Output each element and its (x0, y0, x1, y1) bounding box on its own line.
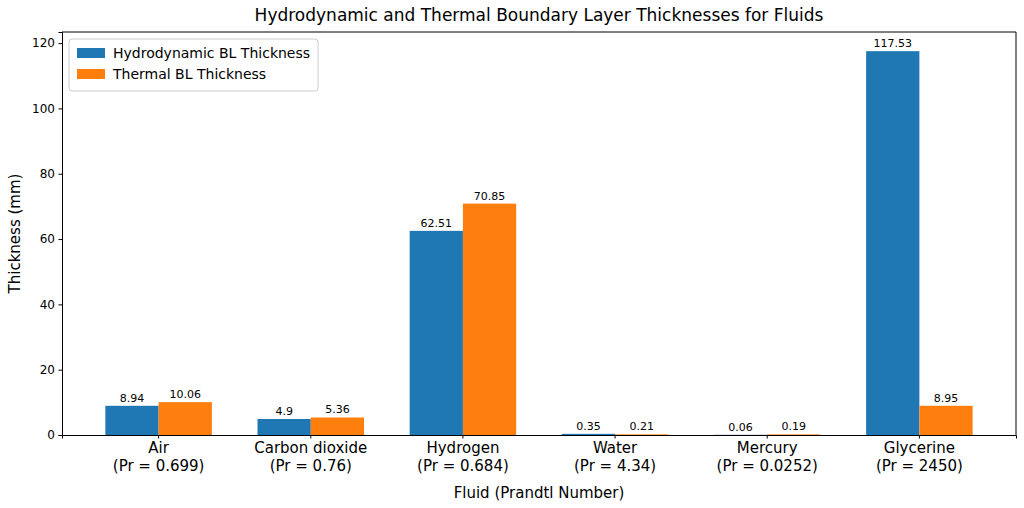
tick-label-line: (Pr = 0.0252) (717, 457, 818, 475)
y-tick: 80 (40, 167, 62, 181)
tick-label-line: Water (593, 439, 638, 457)
bar (919, 406, 972, 435)
tick-label: 120 (32, 36, 55, 50)
tick-label: Hydrogen(Pr = 0.684) (417, 439, 509, 475)
series (159, 204, 973, 435)
x-axis: Air(Pr = 0.699) Carbon dioxide(Pr = 0.76)… (63, 435, 1017, 475)
frame (1016, 32, 1017, 435)
legend-item: Thermal BL Thickness (77, 66, 266, 82)
axis-line (63, 436, 1017, 439)
tick-mark (59, 239, 63, 240)
tick-label: Carbon dioxide(Pr = 0.76) (254, 439, 367, 475)
tick-label-line: Air (148, 439, 169, 457)
tick-label-line: Mercury (737, 439, 798, 457)
tick-label: Air(Pr = 0.699) (113, 439, 205, 475)
legend-box (69, 39, 318, 91)
data-label: 5.36 (325, 403, 350, 416)
y-axis-title: Thickness (mm) (6, 174, 24, 295)
data-label: 0.21 (629, 420, 654, 433)
bar (714, 434, 767, 435)
y-tick: 40 (40, 298, 62, 312)
tick-mark (59, 435, 63, 436)
data-label: 10.06 (169, 388, 201, 401)
y-tick: 100 (32, 102, 62, 116)
tick-mark (59, 304, 63, 305)
tick-label: 60 (40, 232, 55, 246)
bar (615, 434, 668, 435)
tick-label-line: (Pr = 0.699) (113, 457, 205, 475)
tick-label-line: (Pr = 0.684) (417, 457, 509, 475)
data-label: 4.9 (275, 405, 293, 418)
x-tick: Glycerine(Pr = 2450) (876, 435, 963, 475)
bar (767, 434, 820, 435)
title: Hydrodynamic and Thermal Boundary Layer … (255, 5, 824, 25)
tick-label: 100 (32, 102, 55, 116)
bar (866, 51, 919, 435)
y-tick: 60 (40, 232, 62, 246)
x-axis-title: Fluid (Prandtl Number) (454, 484, 625, 502)
y-axis: 0 20 40 60 80 100 120 (32, 33, 62, 443)
tick-mark (59, 174, 63, 175)
axis-line (59, 33, 63, 436)
bar (159, 402, 212, 435)
bar (410, 231, 463, 435)
x-tick: Water(Pr = 4.34) (574, 435, 656, 475)
legend: Hydrodynamic BL Thickness Thermal BL Thic… (69, 39, 318, 91)
bar (105, 406, 158, 435)
tick-label: Water(Pr = 4.34) (574, 439, 656, 475)
tick-label-line: Carbon dioxide (254, 439, 367, 457)
y-tick: 120 (32, 36, 62, 50)
tick-label: 0 (47, 428, 55, 442)
data-label: 0.19 (782, 420, 807, 433)
tick-label-line: Glycerine (884, 439, 955, 457)
tick-label-line: (Pr = 2450) (876, 457, 963, 475)
frame (62, 32, 1016, 33)
tick-mark (59, 370, 63, 371)
y-tick: 0 (47, 428, 62, 442)
data-label: 117.53 (874, 37, 913, 50)
legend-label: Hydrodynamic BL Thickness (113, 45, 310, 61)
data-label: 70.85 (474, 190, 506, 203)
data-label: 0.35 (576, 420, 601, 433)
legend-item: Hydrodynamic BL Thickness (77, 45, 310, 61)
x-tick: Mercury(Pr = 0.0252) (717, 435, 818, 475)
chart: 8.94 4.9 62.51 0.35 0.06 117.53 10.06 5.36 70.85… (0, 0, 1024, 508)
tick-mark (59, 108, 63, 109)
x-tick: Air(Pr = 0.699) (113, 435, 205, 475)
tick-label-line: Hydrogen (426, 439, 499, 457)
tick-label: Mercury(Pr = 0.0252) (717, 439, 818, 475)
tick-label: 80 (40, 167, 55, 181)
data-label: 0.06 (728, 421, 753, 434)
series (105, 51, 919, 435)
tick-label-line: (Pr = 4.34) (574, 457, 656, 475)
tick-label-line: (Pr = 0.76) (270, 457, 352, 475)
data-label: 62.51 (421, 217, 453, 230)
legend-label: Thermal BL Thickness (112, 66, 266, 82)
bar (258, 419, 311, 435)
data-label: 8.94 (120, 392, 145, 405)
tick-label: 20 (40, 363, 55, 377)
x-tick: Hydrogen(Pr = 0.684) (417, 435, 509, 475)
tick-mark (59, 43, 63, 44)
legend-swatch (77, 48, 105, 58)
bar (463, 204, 516, 435)
y-tick: 20 (40, 363, 62, 377)
bar (311, 417, 364, 435)
data-label: 8.95 (934, 392, 959, 405)
tick-label: 40 (40, 298, 55, 312)
tick-label: Glycerine(Pr = 2450) (876, 439, 963, 475)
data-labels: 8.94 4.9 62.51 0.35 0.06 117.53 10.06 5.36 70.85… (120, 37, 959, 434)
legend-swatch (77, 69, 105, 79)
x-tick: Carbon dioxide(Pr = 0.76) (254, 435, 367, 475)
plot: 8.94 4.9 62.51 0.35 0.06 117.53 10.06 5.36 70.85… (32, 32, 1016, 475)
bar (562, 434, 615, 435)
bars (105, 51, 972, 435)
